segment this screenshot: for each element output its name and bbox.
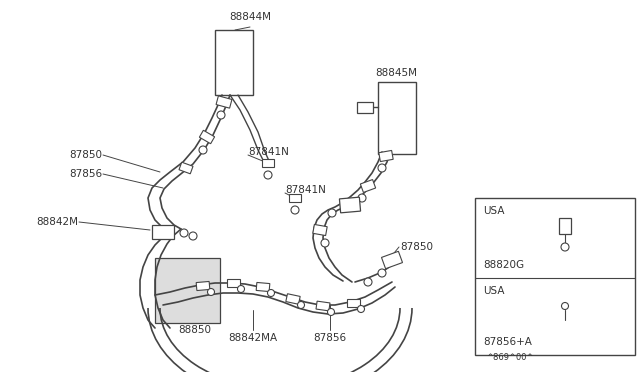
Text: 88845M: 88845M bbox=[375, 68, 417, 78]
Circle shape bbox=[358, 305, 365, 312]
Text: USA: USA bbox=[483, 206, 504, 216]
Polygon shape bbox=[381, 251, 403, 269]
Circle shape bbox=[328, 308, 335, 315]
Text: 87850: 87850 bbox=[69, 150, 102, 160]
Circle shape bbox=[378, 269, 386, 277]
Text: 88850: 88850 bbox=[179, 325, 211, 335]
Polygon shape bbox=[216, 96, 232, 108]
Polygon shape bbox=[289, 194, 301, 202]
Polygon shape bbox=[339, 197, 360, 213]
Text: 88842MA: 88842MA bbox=[228, 333, 278, 343]
Polygon shape bbox=[256, 282, 270, 292]
Bar bbox=[155, 258, 220, 323]
Polygon shape bbox=[179, 162, 193, 174]
Text: 87856: 87856 bbox=[69, 169, 102, 179]
Polygon shape bbox=[559, 218, 571, 234]
Circle shape bbox=[199, 146, 207, 154]
Circle shape bbox=[364, 278, 372, 286]
Text: 87841N: 87841N bbox=[248, 147, 289, 157]
Text: 87856: 87856 bbox=[314, 333, 347, 343]
Circle shape bbox=[291, 206, 299, 214]
Circle shape bbox=[237, 285, 244, 292]
Text: 87850: 87850 bbox=[400, 242, 433, 252]
Circle shape bbox=[328, 209, 336, 217]
Circle shape bbox=[268, 289, 275, 296]
Text: ^869^00^: ^869^00^ bbox=[486, 353, 534, 362]
Circle shape bbox=[264, 171, 272, 179]
Polygon shape bbox=[313, 224, 327, 235]
Circle shape bbox=[207, 289, 214, 295]
Circle shape bbox=[217, 111, 225, 119]
Polygon shape bbox=[262, 159, 274, 167]
Text: 88820G: 88820G bbox=[483, 260, 524, 270]
Text: USA: USA bbox=[483, 286, 504, 296]
Polygon shape bbox=[286, 294, 300, 304]
Text: 87856+A: 87856+A bbox=[483, 337, 532, 347]
Polygon shape bbox=[379, 150, 393, 161]
Polygon shape bbox=[200, 130, 214, 144]
Circle shape bbox=[561, 302, 568, 310]
Text: 88844M: 88844M bbox=[229, 12, 271, 22]
Circle shape bbox=[189, 232, 197, 240]
Polygon shape bbox=[227, 279, 239, 287]
Polygon shape bbox=[152, 225, 174, 239]
Circle shape bbox=[358, 194, 366, 202]
Circle shape bbox=[298, 301, 305, 308]
Polygon shape bbox=[316, 301, 330, 311]
Polygon shape bbox=[346, 299, 360, 307]
Polygon shape bbox=[196, 282, 210, 291]
Circle shape bbox=[378, 164, 386, 172]
Text: 87841N: 87841N bbox=[285, 185, 326, 195]
Polygon shape bbox=[360, 180, 376, 192]
Bar bbox=[475, 198, 635, 355]
Circle shape bbox=[321, 239, 329, 247]
Polygon shape bbox=[357, 102, 373, 112]
Text: 88842M: 88842M bbox=[36, 217, 78, 227]
Bar bbox=[215, 30, 253, 95]
Bar bbox=[378, 82, 416, 154]
Circle shape bbox=[561, 243, 569, 251]
Circle shape bbox=[180, 229, 188, 237]
